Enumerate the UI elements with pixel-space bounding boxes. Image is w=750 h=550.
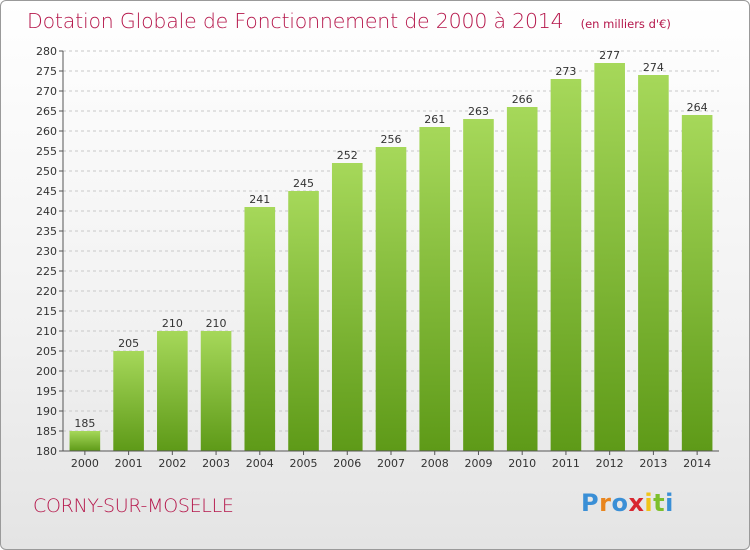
bar-2000 [69,431,101,451]
y-tick-label: 240 [36,205,57,218]
bar-2009 [463,119,494,451]
y-tick-label: 225 [36,265,57,278]
y-tick-label: 270 [36,85,57,98]
y-tick-label: 180 [36,445,57,458]
bar-value-label: 256 [381,133,402,146]
bar-2004 [244,207,276,451]
x-tick-label: 2004 [246,457,274,470]
x-tick-label: 2003 [202,457,230,470]
bar-value-label: 261 [424,113,445,126]
x-tick-label: 2002 [158,457,186,470]
bar-value-label: 263 [468,105,489,118]
chart-title: Dotation Globale de Fonctionnement de 20… [27,9,564,33]
y-tick-label: 265 [36,105,57,118]
bar-value-label: 210 [162,317,183,330]
y-tick-label: 280 [36,45,57,58]
x-tick-label: 2013 [639,457,667,470]
logo-letter: P [581,489,600,517]
y-tick-label: 260 [36,125,57,138]
y-tick-label: 220 [36,285,57,298]
proxiti-logo: Proxiti [581,489,674,517]
logo-letter: o [611,489,629,517]
bar-2003 [200,331,232,451]
x-tick-label: 2007 [377,457,405,470]
bar-value-label: 210 [206,317,227,330]
y-tick-label: 200 [36,365,57,378]
bar-2005 [288,191,319,451]
bar-2011 [550,79,582,451]
x-tick-label: 2011 [552,457,580,470]
logo-letter: t [653,489,666,517]
bar-value-label: 205 [118,337,139,350]
y-tick-label: 245 [36,185,57,198]
bar-value-label: 277 [599,49,620,62]
y-tick-label: 275 [36,65,57,78]
bar-2014 [681,115,713,451]
bar-2012 [594,63,625,451]
x-tick-label: 2014 [683,457,711,470]
x-tick-label: 2009 [464,457,492,470]
x-tick-label: 2005 [290,457,318,470]
y-tick-label: 255 [36,145,57,158]
bar-value-label: 264 [687,101,708,114]
chart-header: Dotation Globale de Fonctionnement de 20… [27,9,671,33]
bar-value-label: 266 [512,93,533,106]
y-tick-label: 250 [36,165,57,178]
bar-2008 [419,127,451,451]
x-tick-label: 2012 [596,457,624,470]
bar-2002 [157,331,188,451]
y-tick-label: 205 [36,345,57,358]
y-tick-label: 230 [36,245,57,258]
bar-value-label: 252 [337,149,358,162]
y-tick-label: 235 [36,225,57,238]
bar-value-label: 274 [643,61,664,74]
labels: 180 185 190 195 200 205 210 215 220 225 230 235 240 2… [36,45,711,470]
bar-value-label: 245 [293,177,314,190]
axes [59,50,719,455]
bar-value-label: 273 [555,65,576,78]
bars [69,63,713,451]
logo-letter: x [628,489,645,517]
bar-2001 [113,351,144,451]
commune-name: CORNY-SUR-MOSELLE [33,495,234,517]
y-tick-label: 190 [36,405,57,418]
logo-letter: i [644,489,654,517]
bar-2013 [638,75,669,451]
bar-2007 [375,147,407,451]
x-tick-label: 2010 [508,457,536,470]
bar-2010 [506,107,538,451]
x-tick-label: 2000 [71,457,99,470]
bar-value-label: 241 [249,193,270,206]
chart-subtitle: (en milliers d'€) [580,17,671,31]
bar-value-label: 185 [74,417,95,430]
y-tick-label: 195 [36,385,57,398]
bar-2006 [331,163,363,451]
logo-letter: r [599,489,612,517]
x-tick-label: 2006 [333,457,361,470]
x-tick-label: 2001 [115,457,143,470]
y-tick-label: 210 [36,325,57,338]
y-tick-label: 215 [36,305,57,318]
x-tick-label: 2008 [421,457,449,470]
logo-letter: i [665,489,674,517]
y-tick-label: 185 [36,425,57,438]
